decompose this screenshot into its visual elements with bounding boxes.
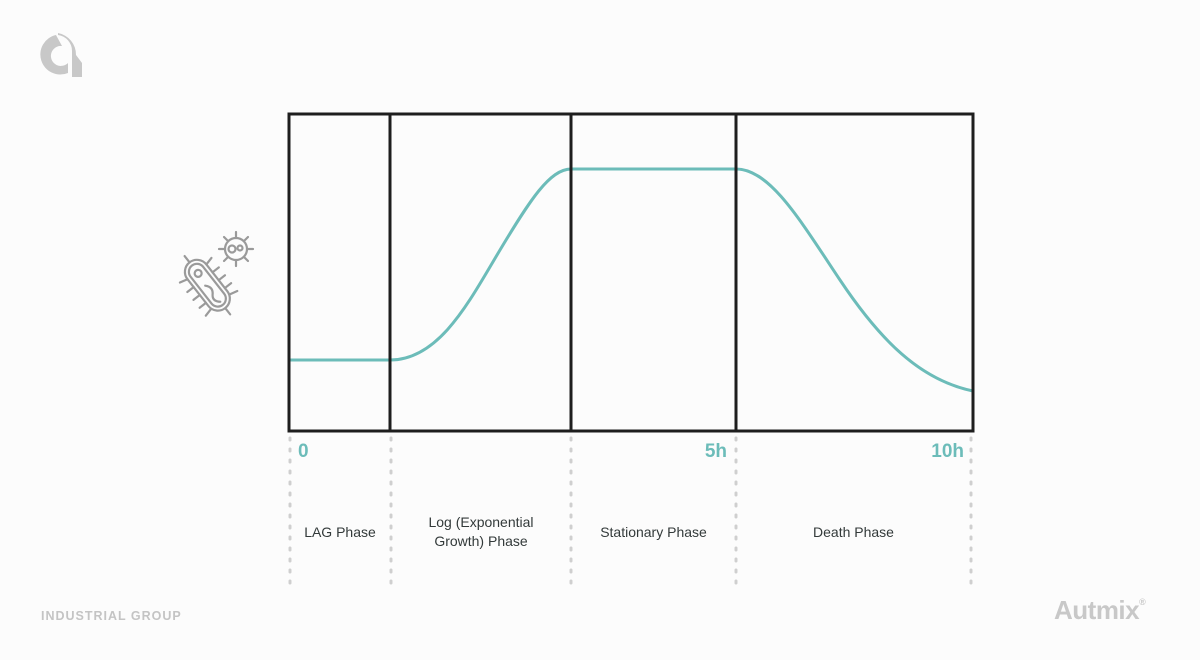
bacteria-icon xyxy=(178,230,255,317)
footer-tagline: INDUSTRIAL GROUP xyxy=(41,609,182,623)
phase-label-lag: LAG Phase xyxy=(304,523,376,540)
brand-name: Autmix xyxy=(1054,595,1140,625)
autmix-logo-icon xyxy=(40,33,82,77)
brand-logo-text: Autmix® xyxy=(1054,595,1146,626)
phase-label-log-line2: Growth) Phase xyxy=(434,533,528,549)
tick-label-5h: 5h xyxy=(704,441,727,462)
growth-curve xyxy=(289,167,974,393)
tick-label-10h: 10h xyxy=(931,441,964,462)
phase-label-death: Death Phase xyxy=(813,523,894,540)
phase-label-stationary: Stationary Phase xyxy=(600,523,707,540)
tick-label-0: 0 xyxy=(298,441,309,462)
registered-mark: ® xyxy=(1139,597,1146,607)
chart-frame xyxy=(287,112,975,433)
phase-label-log: Log (Exponential Growth) Phase xyxy=(393,500,569,564)
phase-label-log-line1: Log (Exponential xyxy=(428,514,534,530)
